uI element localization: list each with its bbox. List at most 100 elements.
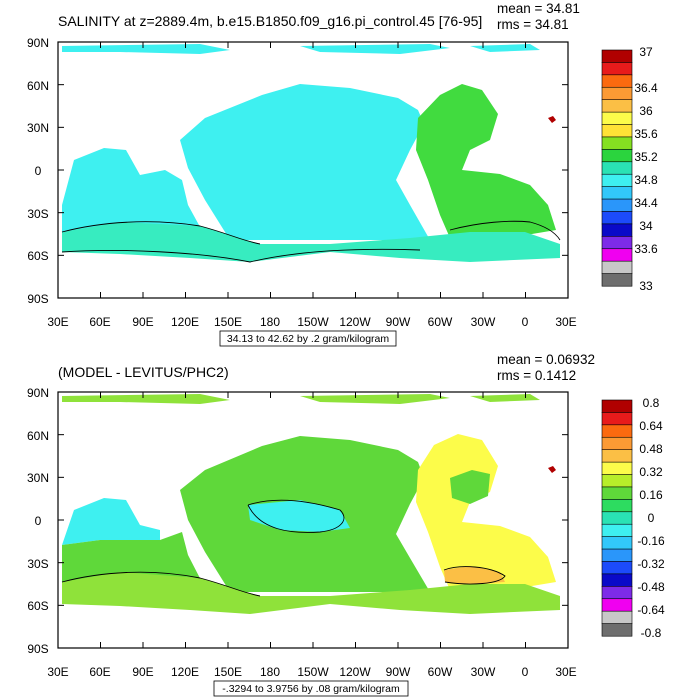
lon-label: 60E [89,315,110,329]
colorbar-tick-label: 36.4 [634,81,658,95]
colorbar-tick-label: 33 [639,279,653,293]
range-label-box [213,680,409,697]
colorbar-tick-label: -0.64 [637,603,665,617]
lon-label: 30E [555,315,576,329]
colorbar-swatch [601,236,633,250]
lon-label: 90E [132,315,153,329]
lon-label: 120E [171,665,199,679]
lat-label: 90N [27,36,49,50]
indian-ocean-field [62,148,205,242]
pacific-ocean-field [180,84,430,240]
salinity-panel: SALINITY at z=2889.4m, b.e15.B1850.f09_g… [27,1,658,347]
colorbar-tick-label: 36 [639,104,653,118]
lat-label: 90S [27,642,48,656]
lon-label: 150W [297,665,329,679]
lon-label: 90E [132,665,153,679]
colorbar-swatch [601,198,633,212]
lat-axis-labels: 90N 60N 30N 0 30S 60S 90S [27,386,49,656]
colorbar-swatch [601,548,633,562]
panel-title: (MODEL - LEVITUS/PHC2) [58,364,229,380]
colorbar-tick-label: 33.6 [634,242,658,256]
colorbar-tick-label: 0.8 [643,396,660,410]
colorbar-swatch [601,149,633,163]
colorbar-swatch [601,74,633,88]
lat-ticks [58,391,568,649]
contour-line [443,566,506,585]
mediterranean-field [548,466,556,473]
colorbar-swatch [601,273,633,287]
colorbar-swatch [601,49,633,63]
lat-label: 30N [27,471,49,485]
colorbar-tick-label: -0.8 [641,626,662,640]
colorbar-tick-label: 0.16 [639,488,663,502]
colorbar-swatch [601,211,633,225]
colorbar [601,399,633,637]
southern-ocean-field [62,572,560,614]
colorbar-swatch [601,586,633,600]
contour-line [61,248,421,263]
colorbar-swatch [601,186,633,200]
colorbar-tick-label: 0.48 [639,442,663,456]
mean-label: mean = 0.06932 [497,352,595,367]
lon-ticks [57,392,569,648]
lon-label: 90W [386,315,411,329]
lon-label: 150E [214,315,242,329]
rms-label: rms = 0.1412 [497,368,576,383]
lat-label: 30S [27,207,48,221]
colorbar-swatch [601,436,633,451]
lon-label: 120E [171,315,199,329]
colorbar-swatch [601,399,633,413]
mediterranean-field [548,116,556,123]
colorbar-tick-label: 34 [639,219,653,233]
lat-label: 90N [27,386,49,400]
arctic-field [62,44,540,54]
colorbar-tick-label: -0.16 [637,534,665,548]
colorbar-tick-label: 35.6 [634,127,658,141]
arctic-field [62,394,540,404]
colorbar-swatch [601,412,633,426]
range-label: 34.13 to 42.62 by .2 gram/kilogram [227,333,390,345]
colorbar-tick-label: -0.32 [637,557,665,571]
colorbar-swatch [601,173,633,188]
colorbar-swatch [601,536,633,550]
lon-label: 30W [471,665,496,679]
colorbar-swatch [601,561,633,575]
contour-line [61,571,261,597]
colorbar-tick-label: 0.32 [639,465,663,479]
lon-label: 90W [386,665,411,679]
colorbar-swatch [601,161,633,175]
atlantic-ocean-field [416,434,556,590]
lon-label: 30E [555,665,576,679]
colorbar-swatch [601,449,633,463]
lat-ticks [58,41,568,299]
lon-axis-labels: 30E 60E 90E 120E 150E 180 150W 120W 90W … [47,665,576,679]
lat-label: 90S [27,292,48,306]
colorbar [601,49,633,287]
colorbar-swatch [601,223,633,237]
negative-anomaly-field [248,500,350,532]
lon-label: 60E [89,665,110,679]
colorbar-swatch [601,474,633,488]
lon-label: 120W [339,315,371,329]
colorbar-tick-label: 35.2 [634,150,658,164]
colorbar-tick-label: 34.8 [634,173,658,187]
contour-line [61,221,261,245]
colorbar-swatch [601,486,633,500]
colorbar-swatch [601,136,633,150]
lon-label: 0 [522,315,529,329]
colorbar-swatch [601,260,633,275]
indian-ocean-field [62,498,160,545]
lat-label: 60S [27,249,48,263]
colorbar-swatch [601,623,633,637]
range-label-box [219,330,397,347]
lon-label: 180 [260,315,280,329]
colorbar-swatch [601,598,633,612]
lon-ticks [57,42,569,298]
southern-ocean-field [62,222,560,262]
lon-axis-labels: 30E 60E 90E 120E 150E 180 150W 120W 90W … [47,315,576,329]
lat-label: 0 [35,164,42,178]
high-anomaly-field [444,566,505,584]
contour-line [449,220,561,241]
map-area [57,391,569,649]
